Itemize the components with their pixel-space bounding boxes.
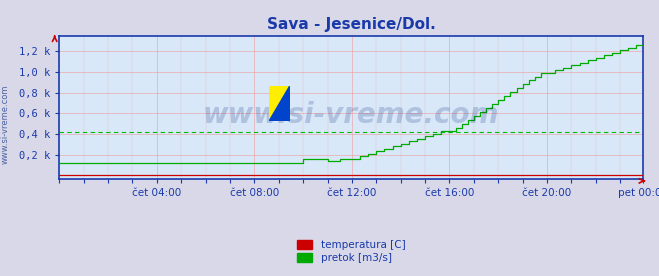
Legend: temperatura [C], pretok [m3/s]: temperatura [C], pretok [m3/s] <box>297 240 405 263</box>
Polygon shape <box>269 86 290 121</box>
Title: Sava - Jesenice/Dol.: Sava - Jesenice/Dol. <box>266 17 436 32</box>
Text: www.si-vreme.com: www.si-vreme.com <box>203 101 499 129</box>
Text: www.si-vreme.com: www.si-vreme.com <box>1 84 10 164</box>
Polygon shape <box>269 86 290 121</box>
